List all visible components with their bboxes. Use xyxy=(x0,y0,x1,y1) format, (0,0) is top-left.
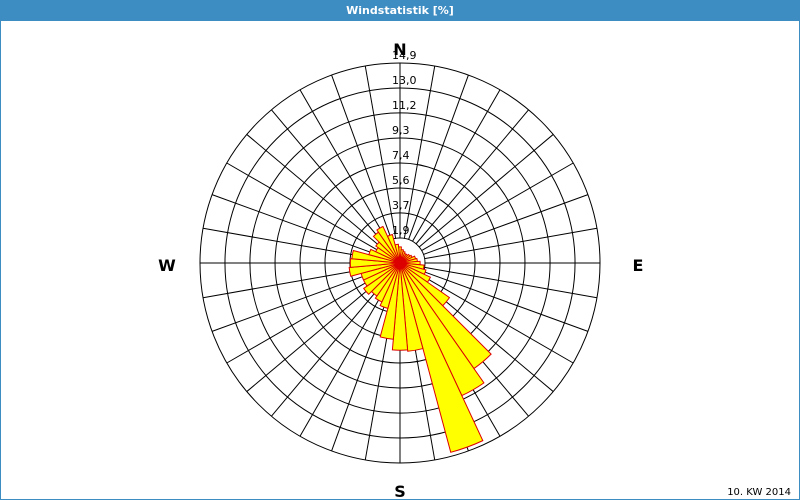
spoke xyxy=(211,271,377,332)
spoke xyxy=(271,109,385,245)
spoke xyxy=(423,271,589,332)
spoke xyxy=(412,89,501,242)
spoke xyxy=(299,89,388,242)
spoke xyxy=(424,266,598,299)
spoke xyxy=(246,278,382,392)
spoke xyxy=(271,281,385,417)
r-tick-label: 13,0 xyxy=(392,74,417,87)
sector-bar xyxy=(349,258,401,268)
sector-bar xyxy=(394,243,401,264)
r-tick-label: 7,4 xyxy=(392,149,410,162)
compass-label: N xyxy=(393,40,406,59)
r-tick-label: 3,7 xyxy=(392,199,410,212)
spoke xyxy=(364,65,397,239)
spoke xyxy=(331,74,392,240)
sector-bar xyxy=(348,262,401,277)
title-bar: Windstatistik [%] xyxy=(1,1,799,21)
sector-bar xyxy=(363,262,401,296)
compass-label: E xyxy=(633,256,644,275)
sector-bar xyxy=(391,262,409,351)
spoke xyxy=(246,134,382,248)
r-tick-label: 14,9 xyxy=(392,49,417,62)
spoke xyxy=(202,266,376,299)
spoke xyxy=(421,162,574,251)
sector-bar xyxy=(399,262,484,453)
sector-bar xyxy=(376,225,401,264)
sector-bar xyxy=(374,262,401,303)
spoke xyxy=(403,65,436,239)
spoke xyxy=(423,194,589,255)
footnote: 10. KW 2014 xyxy=(727,487,791,498)
sector-bar xyxy=(386,233,401,264)
sector-bar xyxy=(399,262,424,352)
compass-label: S xyxy=(394,482,406,499)
spoke xyxy=(226,162,379,251)
spoke xyxy=(299,284,388,437)
compass-label: W xyxy=(158,256,176,275)
spoke xyxy=(202,227,376,260)
spoke xyxy=(226,275,379,364)
spoke xyxy=(211,194,377,255)
spoke xyxy=(408,74,469,240)
r-tick-label: 1,9 xyxy=(392,224,410,237)
spoke xyxy=(331,286,392,452)
spoke xyxy=(418,134,554,248)
r-tick-label: 9,3 xyxy=(392,124,410,137)
chart: 1,9 3,7 5,6 7,4 9,3 11,2 13,0 14,9N E S W 10. KW 20… xyxy=(158,40,791,499)
r-tick-label: 5,6 xyxy=(392,174,410,187)
r-tick-label: 11,2 xyxy=(392,99,417,112)
spoke xyxy=(415,109,529,245)
spoke xyxy=(421,275,574,364)
spoke xyxy=(424,227,598,260)
